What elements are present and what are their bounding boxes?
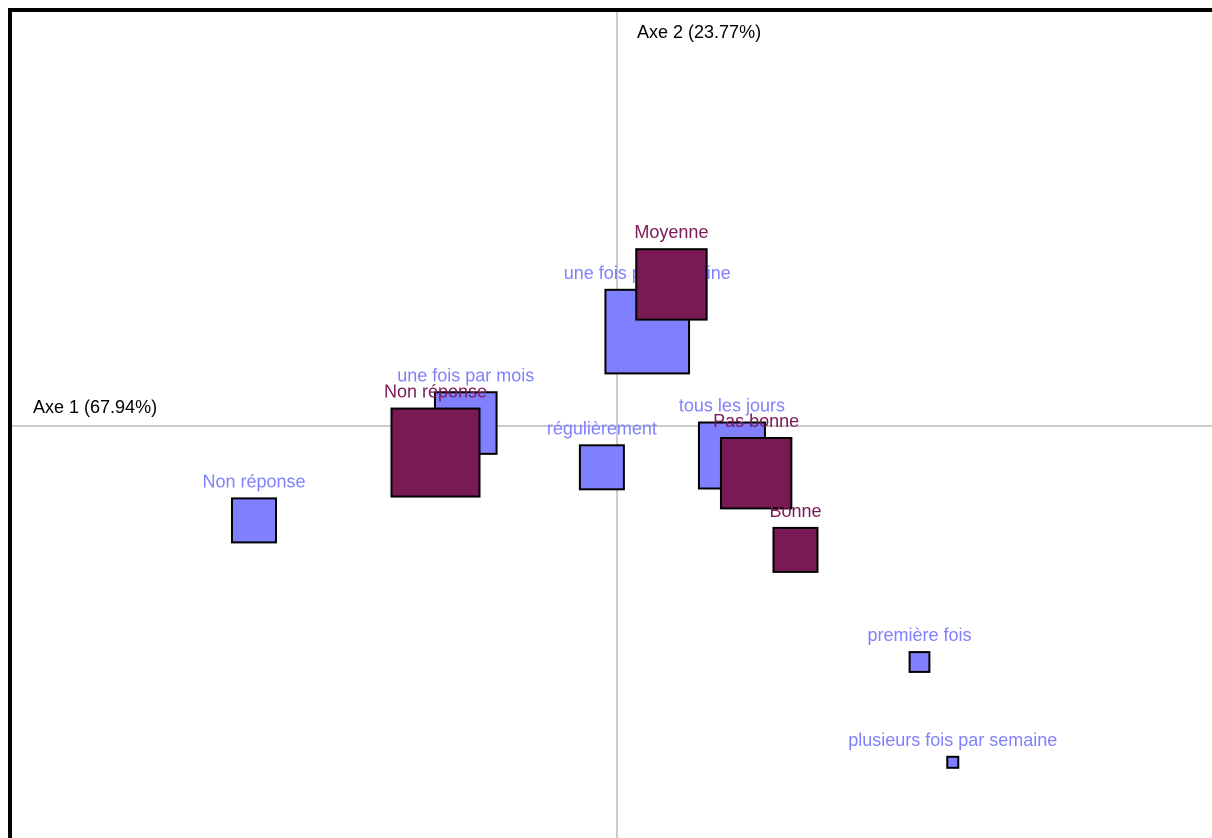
plot-frame-left [8, 8, 12, 838]
point-marker [719, 437, 793, 510]
point-marker [390, 407, 481, 498]
point-marker [908, 651, 931, 673]
point-label: tous les jours [679, 396, 785, 416]
point-label: Moyenne [634, 222, 708, 242]
series-2: Moyenne Non réponse Pas bonne Bonne [384, 222, 822, 573]
point-label: Non réponse [384, 382, 487, 402]
point-marker [578, 444, 625, 491]
point-label: plusieurs fois par semaine [848, 730, 1057, 750]
axis-1-label: Axe 1 (67.94%) [33, 397, 157, 417]
point-label: régulièrement [547, 418, 657, 438]
point-label: Non réponse [202, 471, 305, 491]
point-marker [772, 526, 819, 573]
point-label: Pas bonne [713, 411, 799, 431]
point-label: première fois [867, 625, 971, 645]
point-marker [231, 497, 277, 544]
plot-frame-top [8, 8, 1212, 12]
point-label: une fois par mois [397, 365, 534, 385]
axis-2-label: Axe 2 (23.77%) [637, 22, 761, 42]
point-marker [946, 755, 960, 769]
point-marker [635, 248, 708, 321]
point-label: Bonne [769, 501, 821, 521]
